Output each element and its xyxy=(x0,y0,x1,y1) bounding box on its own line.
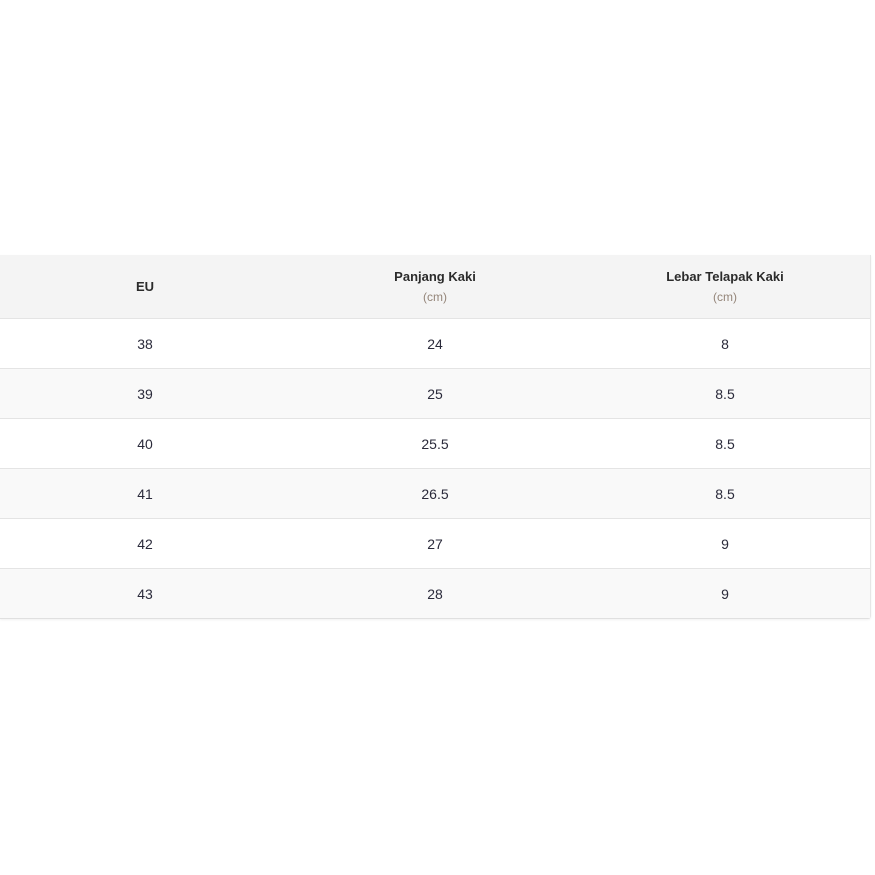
table-cell: 41 xyxy=(137,485,153,502)
table-cell: 42 xyxy=(137,535,153,552)
table-row: 38 24 8 xyxy=(0,318,870,368)
table-cell: 27 xyxy=(427,535,443,552)
table-cell: 8 xyxy=(721,335,729,352)
table-cell: 39 xyxy=(137,385,153,402)
table-row: 43 28 9 xyxy=(0,568,870,618)
table-cell: 8.5 xyxy=(715,485,735,502)
header-label: Lebar Telapak Kaki xyxy=(666,269,784,284)
header-unit: (cm) xyxy=(423,290,447,304)
table-cell: 8.5 xyxy=(715,435,735,452)
table-row: 41 26.5 8.5 xyxy=(0,468,870,518)
table-cell: 43 xyxy=(137,585,153,602)
table-cell: 28 xyxy=(427,585,443,602)
table-cell: 8.5 xyxy=(715,385,735,402)
header-eu: EU xyxy=(0,279,290,294)
header-label: EU xyxy=(135,279,155,294)
table-cell: 38 xyxy=(137,335,153,352)
table-cell: 24 xyxy=(427,335,443,352)
table-cell: 26.5 xyxy=(421,485,449,502)
table-row: 39 25 8.5 xyxy=(0,368,870,418)
table-cell: 25.5 xyxy=(421,435,449,452)
header-unit: (cm) xyxy=(713,290,737,304)
table-cell: 25 xyxy=(427,385,443,402)
table-cell: 40 xyxy=(137,435,153,452)
table-row: 40 25.5 8.5 xyxy=(0,418,870,468)
table-header: EU Panjang Kaki (cm) Lebar Telapak Kaki (c… xyxy=(0,255,870,318)
size-chart-table: EU Panjang Kaki (cm) Lebar Telapak Kaki (c… xyxy=(0,255,871,619)
header-foot-length: Panjang Kaki (cm) xyxy=(290,269,580,304)
table-row: 42 27 9 xyxy=(0,518,870,568)
header-foot-width: Lebar Telapak Kaki (cm) xyxy=(580,269,870,304)
header-label: Panjang Kaki xyxy=(394,269,476,284)
table-cell: 9 xyxy=(721,585,729,602)
table-cell: 9 xyxy=(721,535,729,552)
